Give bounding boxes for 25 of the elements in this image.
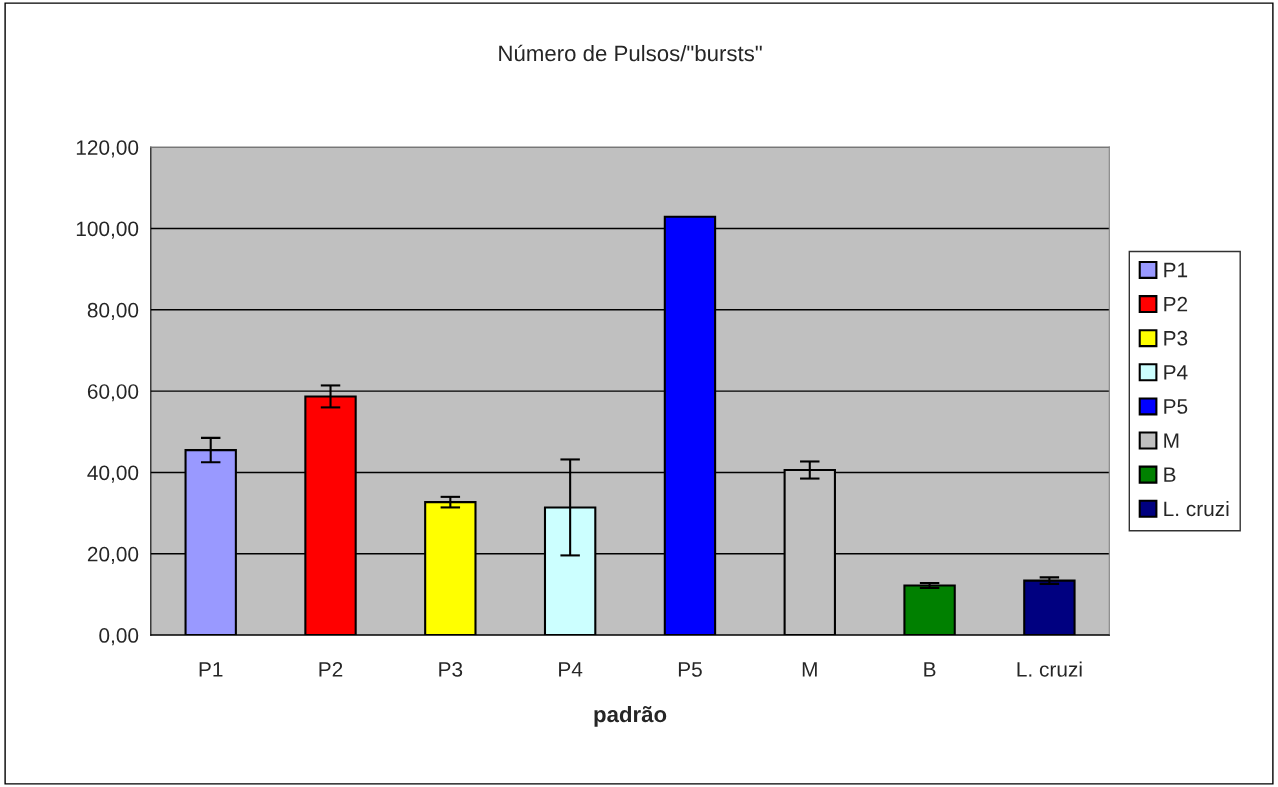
x-tick-label: P2 [319, 662, 343, 677]
y-tick-label: 80,00 [87, 302, 139, 321]
legend-label: P4 [1164, 365, 1188, 380]
x-tick-label: L. cruzi [1017, 661, 1082, 677]
x-tick-label: P4 [559, 662, 583, 677]
legend-label: P5 [1164, 399, 1188, 414]
legend-label: M [1164, 433, 1179, 448]
x-axis-title: padrão [594, 705, 667, 727]
legend-label: P3 [1164, 330, 1188, 346]
x-tick-label: M [802, 662, 817, 677]
legend-label: P2 [1164, 296, 1188, 312]
chart-title: Número de Pulsos/"bursts" [499, 44, 762, 62]
y-tick-label: 20,00 [87, 546, 139, 564]
y-tick-label: 100,00 [76, 221, 139, 239]
x-tick-label: P5 [678, 662, 702, 677]
y-tick-label: 40,00 [87, 465, 139, 483]
x-tick-label: P3 [439, 662, 463, 677]
legend-label: L. cruzi [1164, 500, 1229, 517]
y-tick-label: 120,00 [76, 140, 139, 158]
x-tick-label: B [924, 662, 936, 677]
y-tick-label: 60,00 [87, 384, 139, 402]
x-tick-label: P1 [199, 662, 223, 677]
legend-label: P1 [1164, 262, 1188, 278]
y-tick-label: 0,00 [99, 628, 139, 646]
legend-label: B [1164, 467, 1176, 482]
